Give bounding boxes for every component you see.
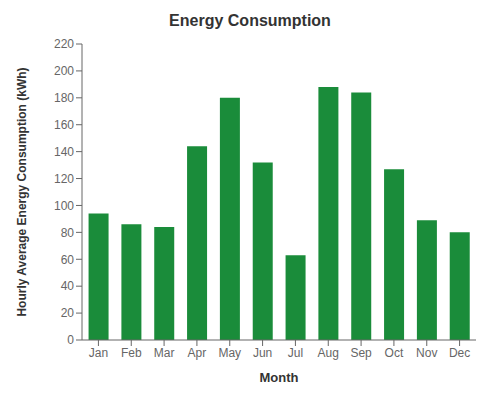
svg-text:0: 0 — [67, 333, 74, 347]
svg-text:Sep: Sep — [350, 346, 372, 360]
svg-text:Hourly Average Energy Consumpt: Hourly Average Energy Consumption (kWh) — [15, 67, 29, 316]
svg-text:Jun: Jun — [253, 346, 272, 360]
svg-text:Month: Month — [260, 370, 299, 385]
svg-text:180: 180 — [54, 91, 74, 105]
svg-text:Aug: Aug — [318, 346, 339, 360]
svg-text:220: 220 — [54, 37, 74, 51]
svg-text:20: 20 — [61, 306, 75, 320]
svg-text:40: 40 — [61, 279, 75, 293]
svg-text:Jul: Jul — [288, 346, 303, 360]
svg-text:120: 120 — [54, 172, 74, 186]
svg-text:100: 100 — [54, 199, 74, 213]
svg-text:Jan: Jan — [89, 346, 108, 360]
svg-text:140: 140 — [54, 145, 74, 159]
svg-text:Dec: Dec — [449, 346, 470, 360]
svg-text:Feb: Feb — [121, 346, 142, 360]
svg-text:Apr: Apr — [188, 346, 207, 360]
svg-text:200: 200 — [54, 64, 74, 78]
svg-text:May: May — [218, 346, 241, 360]
svg-text:160: 160 — [54, 118, 74, 132]
html-text:Energy Consumption: Energy Consumption — [169, 12, 331, 29]
svg-text:Oct: Oct — [385, 346, 404, 360]
svg-text:Mar: Mar — [154, 346, 175, 360]
svg-text:Nov: Nov — [416, 346, 437, 360]
svg-text:60: 60 — [61, 253, 75, 267]
svg-text:80: 80 — [61, 226, 75, 240]
